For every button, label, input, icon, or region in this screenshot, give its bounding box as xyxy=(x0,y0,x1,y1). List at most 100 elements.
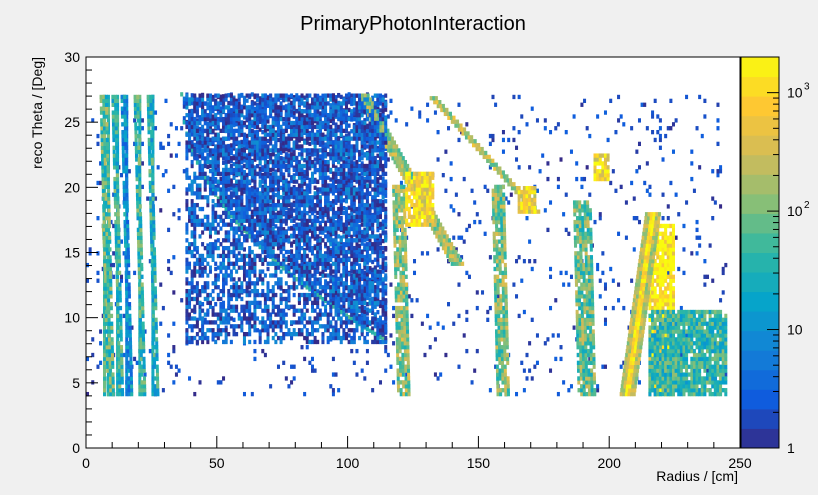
heatmap-cell xyxy=(497,321,501,326)
heatmap-cell xyxy=(242,185,246,190)
heatmap-cell xyxy=(400,325,404,330)
heatmap-cell xyxy=(150,141,154,147)
heatmap-cell xyxy=(331,116,335,121)
heatmap-cell xyxy=(501,274,505,279)
heatmap-cell xyxy=(105,212,109,217)
heatmap-cell xyxy=(245,133,249,139)
heatmap-cell xyxy=(180,126,184,131)
heatmap-cell xyxy=(106,376,110,381)
heatmap-cell xyxy=(122,165,126,170)
heatmap-cell xyxy=(108,360,112,365)
heatmap-cell xyxy=(483,184,487,190)
heatmap-cell xyxy=(109,384,113,389)
heatmap-cell xyxy=(201,100,205,105)
heatmap-cell xyxy=(392,200,396,205)
heatmap-cell xyxy=(494,196,498,201)
heatmap-cell xyxy=(105,129,109,135)
heatmap-cell xyxy=(135,173,139,178)
heatmap-cell xyxy=(269,203,273,209)
heatmap-cell xyxy=(556,176,560,182)
heatmap-cell xyxy=(151,188,155,193)
heatmap-cell xyxy=(308,228,312,233)
heatmap-cell xyxy=(347,217,351,222)
heatmap-cell xyxy=(106,161,110,166)
heatmap-cell xyxy=(129,352,133,358)
heatmap-cell xyxy=(111,114,115,119)
heatmap-cell xyxy=(382,120,386,126)
heatmap-cell xyxy=(389,364,393,369)
heatmap-cell xyxy=(282,172,286,177)
heatmap-cell xyxy=(116,114,120,119)
heatmap-cell xyxy=(394,148,398,153)
heatmap-cell xyxy=(316,167,320,173)
heatmap-cell xyxy=(105,106,109,111)
heatmap-cell xyxy=(637,165,641,170)
heatmap-cell xyxy=(250,209,254,214)
heatmap-cell xyxy=(279,127,283,132)
heatmap-cell xyxy=(549,368,553,373)
heatmap-cell xyxy=(290,249,294,254)
heatmap-cell xyxy=(316,250,320,255)
heatmap-cell xyxy=(120,376,124,381)
heatmap-cell xyxy=(468,139,472,144)
heatmap-cell xyxy=(403,216,407,221)
heatmap-cell xyxy=(373,265,377,270)
heatmap-cell xyxy=(435,234,439,239)
heatmap-cell xyxy=(303,216,307,222)
heatmap-cell xyxy=(126,345,130,350)
heatmap-cell xyxy=(501,129,505,135)
heatmap-cell xyxy=(651,114,655,119)
heatmap-cell xyxy=(269,227,273,232)
heatmap-cell xyxy=(227,155,231,160)
heatmap-cell xyxy=(400,305,404,311)
heatmap-cell xyxy=(502,333,506,338)
heatmap-cell xyxy=(138,129,142,135)
heatmap-cell xyxy=(103,380,107,385)
heatmap-cell xyxy=(456,257,460,263)
heatmap-cell xyxy=(279,232,283,237)
heatmap-cell xyxy=(141,313,145,319)
heatmap-cell xyxy=(107,325,111,330)
heatmap-cell xyxy=(154,302,158,307)
heatmap-cell xyxy=(394,294,398,299)
heatmap-cell xyxy=(494,305,498,311)
heatmap-cell xyxy=(402,188,406,193)
heatmap-cell xyxy=(337,128,341,133)
heatmap-cell xyxy=(481,150,485,156)
heatmap-cell xyxy=(290,202,294,207)
heatmap-cell xyxy=(630,278,634,283)
heatmap-cell xyxy=(114,129,118,135)
heatmap-cell xyxy=(316,109,320,114)
heatmap-cell xyxy=(497,317,501,322)
heatmap-cell xyxy=(342,186,346,191)
heatmap-cell xyxy=(525,376,529,381)
heatmap-cell xyxy=(297,107,301,112)
heatmap-cell xyxy=(116,391,120,397)
heatmap-cell xyxy=(463,127,467,132)
heatmap-cell xyxy=(396,247,400,252)
heatmap-cell xyxy=(152,247,156,252)
heatmap-cell xyxy=(106,110,110,115)
heatmap-cell xyxy=(118,376,122,381)
heatmap-cell xyxy=(148,259,152,264)
heatmap-cell xyxy=(622,360,626,365)
heatmap-cell xyxy=(164,169,168,174)
heatmap-cell xyxy=(295,194,299,200)
heatmap-cell xyxy=(685,200,689,205)
heatmap-cell xyxy=(148,169,152,174)
heatmap-cell xyxy=(151,302,155,307)
heatmap-cell xyxy=(240,202,244,207)
heatmap-cell xyxy=(352,259,356,265)
heatmap-cell xyxy=(326,175,330,180)
heatmap-cell xyxy=(127,169,131,174)
heatmap-cell xyxy=(444,352,448,358)
heatmap-cell xyxy=(153,360,157,365)
heatmap-cell xyxy=(147,110,151,115)
heatmap-cell xyxy=(124,141,128,147)
heatmap-cell xyxy=(180,92,184,97)
heatmap-cell xyxy=(525,352,529,358)
heatmap-cell xyxy=(103,247,107,252)
heatmap-cell xyxy=(342,166,346,172)
heatmap-cell xyxy=(125,184,129,190)
heatmap-cell xyxy=(381,105,385,111)
